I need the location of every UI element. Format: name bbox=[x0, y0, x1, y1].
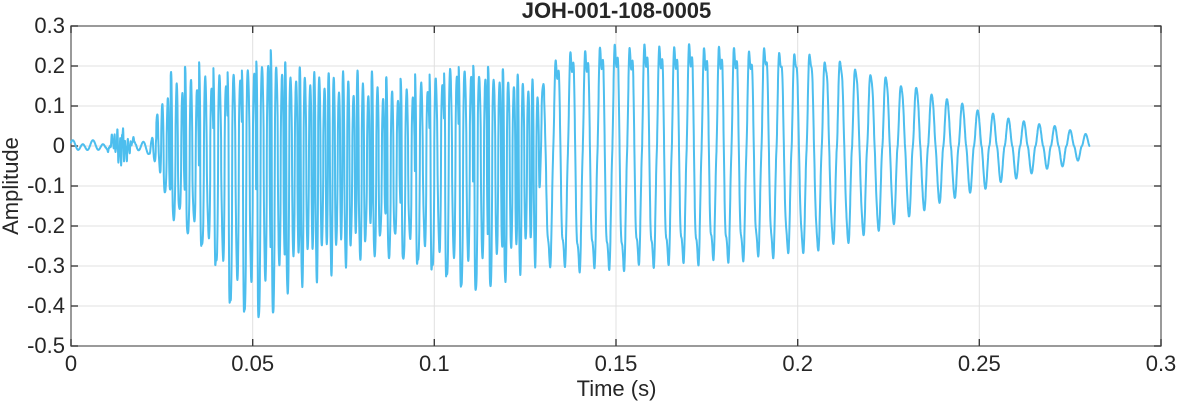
svg-text:0.3: 0.3 bbox=[1146, 351, 1177, 376]
svg-text:JOH-001-108-0005: JOH-001-108-0005 bbox=[522, 0, 712, 23]
svg-text:-0.1: -0.1 bbox=[27, 173, 65, 198]
svg-text:Amplitude: Amplitude bbox=[0, 137, 23, 235]
svg-text:-0.3: -0.3 bbox=[27, 253, 65, 278]
svg-text:0.05: 0.05 bbox=[231, 351, 274, 376]
svg-text:0.25: 0.25 bbox=[958, 351, 1001, 376]
svg-text:-0.4: -0.4 bbox=[27, 293, 65, 318]
svg-text:0.1: 0.1 bbox=[419, 351, 450, 376]
svg-text:0: 0 bbox=[53, 133, 65, 158]
svg-text:0.2: 0.2 bbox=[782, 351, 813, 376]
svg-text:Time (s): Time (s) bbox=[577, 376, 657, 401]
svg-text:0.1: 0.1 bbox=[34, 93, 65, 118]
svg-text:0: 0 bbox=[65, 351, 77, 376]
svg-text:0.2: 0.2 bbox=[34, 53, 65, 78]
svg-text:-0.5: -0.5 bbox=[27, 333, 65, 358]
svg-text:0.15: 0.15 bbox=[595, 351, 638, 376]
svg-text:-0.2: -0.2 bbox=[27, 213, 65, 238]
svg-text:0.3: 0.3 bbox=[34, 13, 65, 38]
